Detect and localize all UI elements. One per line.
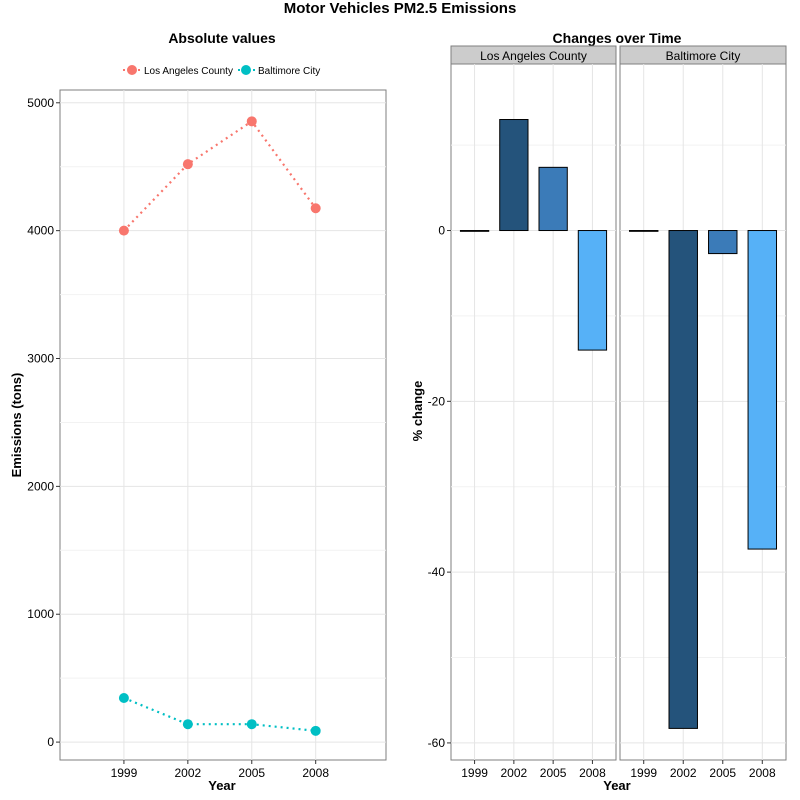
legend-label-baltimore: Baltimore City	[258, 66, 320, 77]
data-point	[182, 159, 193, 170]
bar	[459, 230, 490, 232]
x-tick-label: 1999	[111, 766, 138, 780]
bar	[628, 230, 659, 232]
y-tick-label: 4000	[27, 224, 54, 238]
data-point	[118, 692, 129, 703]
facet-panel: Los Angeles County 1999 2002 2005 2008	[450, 45, 617, 780]
y-tick-label: -40	[428, 565, 446, 579]
data-point	[246, 719, 257, 730]
data-point	[118, 225, 129, 236]
data-point	[246, 116, 257, 127]
x-tick-label: 2002	[174, 766, 201, 780]
y-tick-label: -60	[428, 736, 446, 750]
change-chart-title: Changes over Time	[553, 30, 682, 46]
absolute-x-axis-title: Year	[208, 778, 235, 793]
figure-title: Motor Vehicles PM2.5 Emissions	[284, 0, 517, 17]
x-tick-label: 2005	[709, 766, 736, 780]
x-tick-label: 2002	[501, 766, 528, 780]
y-tick-label: 0	[438, 224, 445, 238]
absolute-y-axis-title: Emissions (tons)	[9, 373, 24, 478]
absolute-y-ticks: 0 1000 2000 3000 4000 5000	[27, 96, 60, 749]
absolute-grid	[60, 90, 386, 760]
absolute-legend: Los Angeles County Baltimore City	[123, 65, 320, 77]
absolute-series	[118, 116, 321, 736]
bar	[499, 119, 529, 232]
series-line	[123, 119, 317, 232]
change-y-ticks: -60 -40 -20 0	[428, 224, 451, 750]
change-y-axis-title: % change	[410, 381, 425, 442]
y-tick-label: 3000	[27, 352, 54, 366]
x-tick-label: 2002	[670, 766, 697, 780]
y-tick-label: 5000	[27, 96, 54, 110]
x-tick-label: 2005	[238, 766, 265, 780]
absolute-x-ticks: 1999 2002 2005 2008	[111, 760, 329, 780]
x-tick-label: 1999	[630, 766, 657, 780]
change-x-axis-title: Year	[603, 778, 630, 793]
data-point	[310, 725, 321, 736]
bar	[577, 230, 608, 351]
x-tick-label: 2008	[579, 766, 606, 780]
y-tick-label: 1000	[27, 607, 54, 621]
absolute-chart: Absolute values Los Angeles County Balti…	[9, 30, 387, 793]
bar	[708, 230, 738, 255]
data-point	[310, 203, 321, 214]
legend-key-marker-la	[127, 65, 137, 75]
x-tick-label: 2005	[540, 766, 567, 780]
x-tick-label: 2008	[749, 766, 776, 780]
y-tick-label: 2000	[27, 479, 54, 493]
change-chart: Changes over Time Los Angeles County 1999…	[410, 30, 787, 793]
data-point	[182, 719, 193, 730]
bar	[538, 166, 568, 232]
x-tick-label: 1999	[461, 766, 488, 780]
absolute-chart-title: Absolute values	[168, 30, 276, 46]
facet-plot-panel	[450, 63, 617, 761]
facet-panel: Baltimore City 1999 2002 2005 2008	[619, 45, 787, 780]
bar	[747, 230, 778, 550]
facet-strip-label: Los Angeles County	[480, 49, 587, 63]
x-tick-label: 2008	[302, 766, 329, 780]
legend-label-la: Los Angeles County	[144, 66, 233, 77]
absolute-plot-panel	[59, 89, 387, 761]
y-tick-label: -20	[428, 394, 446, 408]
facet-strip-label: Baltimore City	[666, 49, 741, 63]
y-tick-label: 0	[47, 735, 54, 749]
bar	[668, 230, 698, 729]
legend-key-marker-baltimore	[241, 65, 251, 75]
